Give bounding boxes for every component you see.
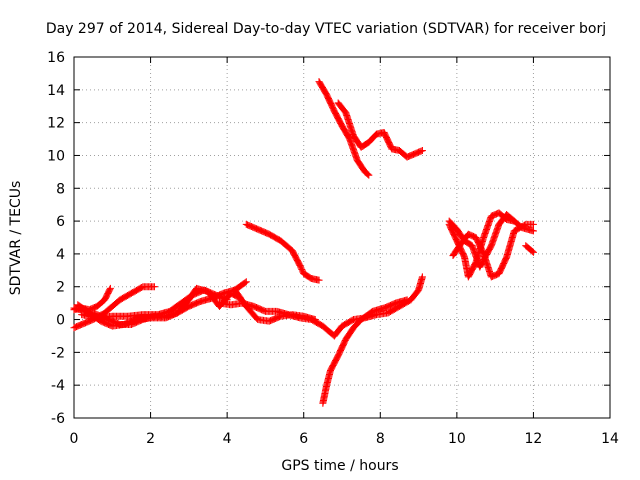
data-point xyxy=(364,170,372,178)
plot-frame xyxy=(73,56,611,419)
y-tick-label: -4 xyxy=(51,378,65,394)
data-point xyxy=(510,217,518,225)
y-tick-label: 16 xyxy=(47,50,65,66)
y-tick-label: 10 xyxy=(47,148,65,164)
data-point xyxy=(418,147,426,155)
y-tick-label: 14 xyxy=(47,83,65,99)
data-point xyxy=(242,278,250,286)
x-tick-label: 14 xyxy=(601,431,619,447)
data-series-arc-15 xyxy=(522,242,537,256)
data-point xyxy=(106,284,114,292)
data-series-arc-5 xyxy=(74,284,245,330)
data-point xyxy=(509,216,517,224)
x-tick-label: 12 xyxy=(525,431,543,447)
y-tick-label: 12 xyxy=(47,116,65,132)
x-tick-label: 6 xyxy=(299,431,308,447)
data-point xyxy=(315,276,323,284)
y-tick-label: -2 xyxy=(51,345,65,361)
data-point xyxy=(418,273,426,281)
data-points xyxy=(70,78,537,407)
y-tick-label: -6 xyxy=(51,411,65,427)
data-series-arc-9 xyxy=(319,296,411,407)
data-series-arc-14 xyxy=(445,211,518,271)
data-point xyxy=(529,248,537,256)
data-point xyxy=(403,296,411,304)
data-point xyxy=(529,220,537,228)
data-series-arc-7 xyxy=(231,286,319,325)
x-tick-label: 4 xyxy=(223,431,232,447)
x-tick-label: 0 xyxy=(70,431,79,447)
data-point xyxy=(311,316,319,324)
x-tick-label: 8 xyxy=(376,431,385,447)
chart-title: Day 297 of 2014, Sidereal Day-to-day VTE… xyxy=(46,21,606,37)
x-tick-label: 2 xyxy=(146,431,155,447)
axis-ticks: 0 2 4 6 8 10 12 14 -6 -4 -2 0 2 4 6 8 10 12 14 16 xyxy=(47,50,619,447)
x-axis-label: GPS time / hours xyxy=(281,458,398,474)
data-point xyxy=(106,286,114,294)
data-series-arc-10 xyxy=(315,78,373,179)
y-tick-label: 8 xyxy=(56,181,65,197)
data-point xyxy=(365,171,373,179)
data-point xyxy=(529,227,537,235)
data-point xyxy=(150,283,158,291)
data-series-arc-8 xyxy=(242,220,323,284)
data-point xyxy=(528,247,536,255)
data-point xyxy=(241,279,249,287)
y-axis-label: SDTVAR / TECUs xyxy=(8,181,24,296)
x-tick-label: 10 xyxy=(448,431,466,447)
y-tick-label: 2 xyxy=(56,280,65,296)
y-tick-label: 4 xyxy=(56,247,65,263)
data-series-arc-11 xyxy=(334,99,426,161)
y-tick-label: 6 xyxy=(56,214,65,230)
y-tick-label: 0 xyxy=(56,313,65,329)
